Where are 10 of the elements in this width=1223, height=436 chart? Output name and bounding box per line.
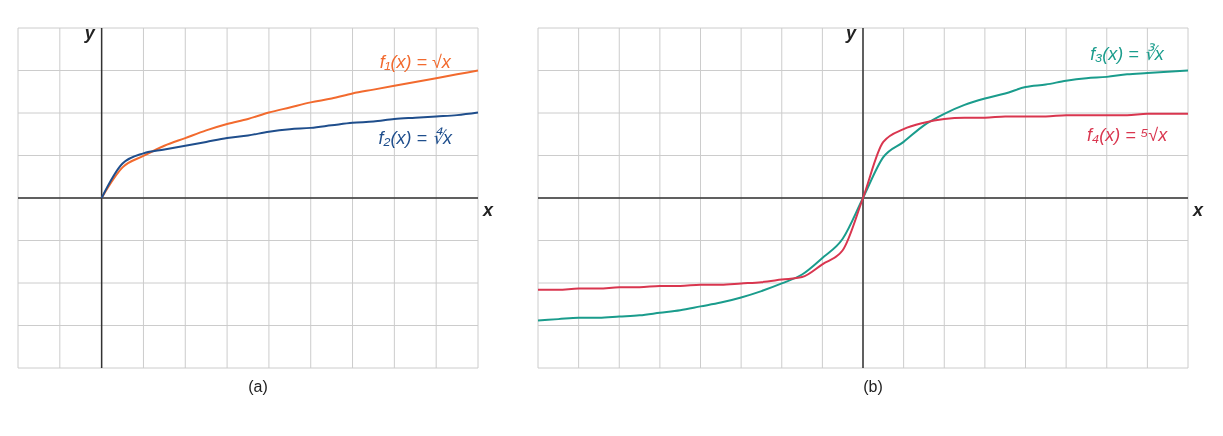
text: (b) [862, 378, 884, 396]
x-axis-title: x [1192, 200, 1204, 221]
y-axis-title: y [844, 23, 857, 43]
series-label: f₄(x) = ⁵√x [1086, 125, 1169, 146]
x-axis-title: x [482, 200, 494, 221]
series-label: f₃(x) = ∛x [1090, 43, 1165, 65]
y-axis-title: y [83, 23, 96, 43]
text: (a) [247, 378, 269, 396]
series-label: f₂(x) = ∜x [378, 126, 453, 148]
series-label: f₁(x) = √x [379, 51, 452, 72]
